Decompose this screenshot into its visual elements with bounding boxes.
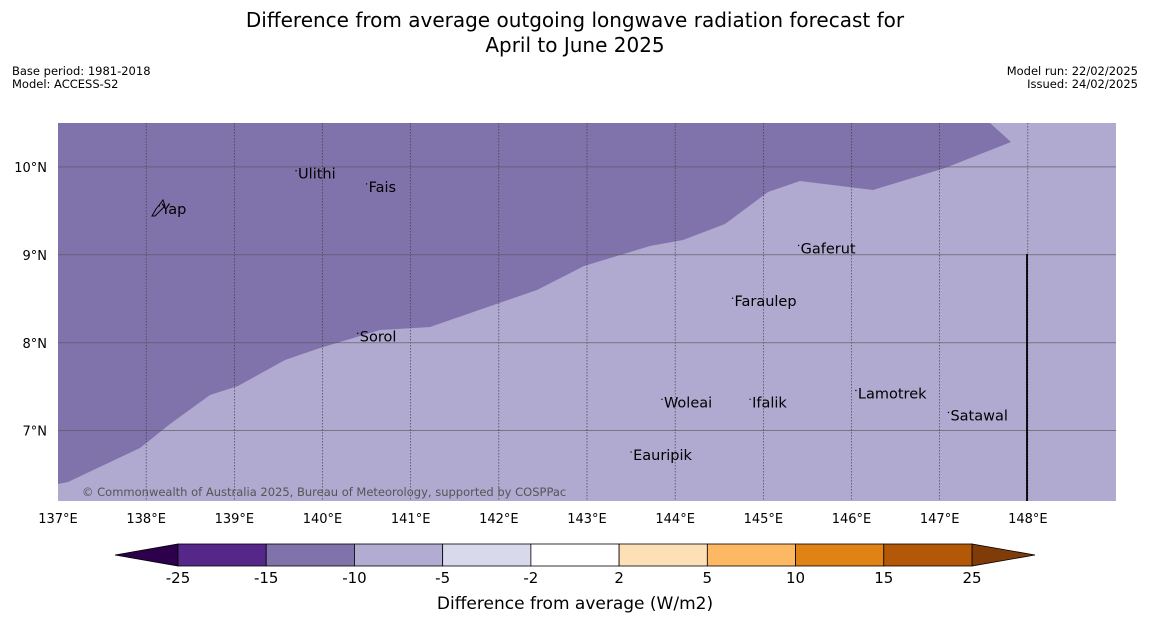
place-marker	[158, 205, 161, 207]
colorbar: -25 -15 -10 -5 -2 2 5 10 15 25	[114, 543, 1036, 587]
axis-tick-labels: 137°E 138°E 139°E 140°E 141°E 142°E 143°E 144°E…	[14, 161, 1047, 527]
place-label: Ulithi	[298, 167, 336, 183]
lon-tick-label: 144°E	[655, 512, 695, 527]
lon-tick-label: 143°E	[567, 512, 607, 527]
place-label: Fais	[369, 180, 396, 196]
lon-tick-label: 142°E	[479, 512, 519, 527]
chart-title: Difference from average outgoing longwav…	[0, 8, 1150, 58]
lon-tick-label: 141°E	[391, 512, 431, 527]
model-run: Model run: 22/02/2025	[1006, 64, 1138, 78]
graticule	[58, 123, 1116, 501]
place-label: Faraulep	[734, 294, 796, 310]
model-name: Model: ACCESS-S2	[12, 77, 119, 91]
colorbar-extend-high	[971, 543, 1036, 567]
place-marker	[749, 398, 751, 401]
place-marker	[357, 332, 359, 335]
colorbar-segment	[706, 543, 796, 567]
lon-tick-label: 137°E	[38, 512, 78, 527]
colorbar-tick-label: -10	[342, 569, 367, 587]
colorbar-segment	[795, 543, 885, 567]
colorbar-segment	[883, 543, 973, 567]
lat-tick-label: 7°N	[23, 425, 48, 440]
meta-right: Model run: 22/02/2025 Issued: 24/02/2025	[1007, 65, 1138, 91]
colorbar-extend-low	[114, 543, 179, 567]
place-labels: Yap Ulithi Fais Gaferut Faraulep Sorol Lamotre…	[158, 167, 1008, 464]
place-label: Yap	[160, 202, 186, 218]
colorbar-tick-label: -5	[435, 569, 450, 587]
colorbar-tick-label: -15	[254, 569, 279, 587]
place-marker	[797, 244, 800, 247]
colorbar-tick-label: -25	[166, 569, 191, 587]
colorbar-tick-label: 25	[962, 569, 981, 587]
colorbar-label: Difference from average (W/m2)	[436, 594, 714, 614]
place-marker	[731, 297, 734, 299]
issued-date: Issued: 24/02/2025	[1027, 77, 1138, 91]
place-marker	[661, 398, 663, 401]
yap-island-outline	[151, 198, 166, 217]
lon-tick-label: 140°E	[303, 512, 343, 527]
colorbar-segment	[177, 543, 267, 567]
place-marker	[365, 183, 368, 185]
colorbar-tick-label: 10	[786, 569, 805, 587]
title-line-1: Difference from average outgoing longwav…	[245, 8, 905, 32]
lat-tick-label: 9°N	[23, 249, 48, 264]
colorbar-tick-label: -2	[523, 569, 538, 587]
colorbar-segment	[530, 543, 620, 567]
copyright-text: © Commonwealth of Australia 2025, Bureau…	[82, 485, 566, 499]
map-panel: Yap Ulithi Fais Gaferut Faraulep Sorol Lamotre…	[58, 123, 1116, 501]
place-label: Ifalik	[752, 395, 787, 411]
base-period: Base period: 1981-2018	[12, 64, 151, 78]
lon-tick-label: 138°E	[126, 512, 166, 527]
colorbar-segment	[618, 543, 708, 567]
place-label: Satawal	[950, 408, 1007, 424]
place-label: Gaferut	[801, 241, 856, 257]
lon-tick-label: 146°E	[832, 512, 872, 527]
place-marker	[947, 411, 950, 414]
lon-tick-label: 139°E	[215, 512, 255, 527]
colorbar-segment	[354, 543, 444, 567]
colorbar-segment	[442, 543, 532, 567]
place-marker	[295, 170, 297, 172]
title-line-2: April to June 2025	[485, 33, 665, 57]
place-label: Woleai	[664, 395, 712, 411]
colorbar-tick-label: 5	[703, 569, 713, 587]
lat-tick-label: 10°N	[14, 161, 47, 176]
region-dark-purple	[58, 123, 1011, 484]
place-label: Sorol	[360, 329, 397, 345]
meta-left: Base period: 1981-2018 Model: ACCESS-S2	[12, 65, 151, 91]
place-marker	[630, 451, 632, 453]
lon-tick-label: 147°E	[920, 512, 960, 527]
colorbar-tick-label: 15	[874, 569, 893, 587]
lat-tick-label: 8°N	[23, 337, 48, 352]
place-label: Eauripik	[633, 448, 692, 464]
lon-tick-label: 145°E	[744, 512, 784, 527]
colorbar-segment	[265, 543, 355, 567]
place-marker	[855, 389, 857, 392]
colorbar-tick-label: 2	[614, 569, 624, 587]
lon-tick-label: 148°E	[1008, 512, 1048, 527]
place-label: Lamotrek	[858, 387, 927, 403]
